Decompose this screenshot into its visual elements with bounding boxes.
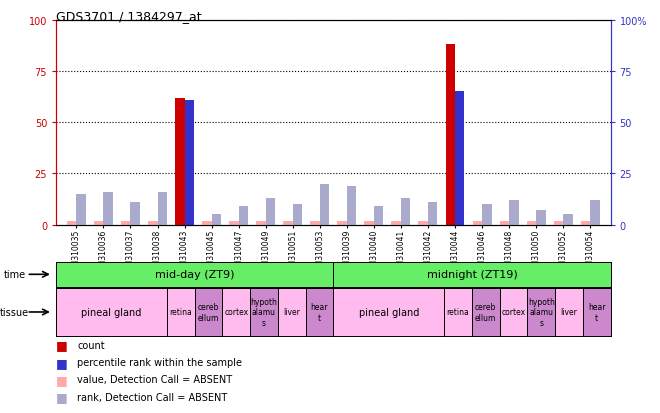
Bar	[536, 211, 546, 225]
Bar	[500, 221, 509, 225]
Bar	[121, 221, 131, 225]
Bar	[337, 221, 346, 225]
Text: cereb
ellum: cereb ellum	[198, 303, 219, 322]
Bar	[283, 221, 293, 225]
Text: liver: liver	[560, 308, 578, 317]
Bar	[509, 201, 519, 225]
Bar	[527, 221, 536, 225]
Text: cortex: cortex	[224, 308, 248, 317]
Text: hear
t: hear t	[311, 303, 328, 322]
Bar	[455, 92, 465, 225]
Text: cortex: cortex	[502, 308, 525, 317]
Text: count: count	[77, 340, 105, 350]
Bar	[229, 221, 239, 225]
Bar	[185, 100, 194, 225]
Text: time: time	[3, 270, 26, 280]
Text: retina: retina	[447, 308, 469, 317]
Bar	[374, 206, 383, 225]
Text: retina: retina	[170, 308, 192, 317]
Text: mid-day (ZT9): mid-day (ZT9)	[155, 270, 234, 280]
Bar	[590, 201, 600, 225]
Text: ■: ■	[56, 390, 68, 404]
Text: GDS3701 / 1384297_at: GDS3701 / 1384297_at	[56, 10, 202, 23]
Bar	[131, 203, 140, 225]
Bar	[202, 221, 212, 225]
Bar	[320, 184, 329, 225]
Bar	[67, 221, 77, 225]
Bar	[239, 206, 248, 225]
Bar	[148, 221, 158, 225]
Text: liver: liver	[283, 308, 300, 317]
Bar	[104, 192, 113, 225]
Bar	[158, 192, 167, 225]
Bar	[256, 221, 266, 225]
Bar	[391, 221, 401, 225]
Bar	[563, 215, 573, 225]
Text: hear
t: hear t	[588, 303, 605, 322]
Bar	[77, 195, 86, 225]
Bar	[175, 98, 185, 225]
Text: ■: ■	[56, 338, 68, 351]
Text: tissue: tissue	[0, 307, 29, 317]
Bar	[482, 205, 492, 225]
Bar	[401, 199, 411, 225]
Text: hypoth
alamu
s: hypoth alamu s	[251, 297, 277, 327]
Text: ■: ■	[56, 356, 68, 369]
Bar	[428, 203, 438, 225]
Bar	[266, 199, 275, 225]
Text: ■: ■	[56, 373, 68, 386]
Text: pineal gland: pineal gland	[358, 307, 419, 317]
Bar	[364, 221, 374, 225]
Bar	[473, 221, 482, 225]
Bar	[446, 45, 455, 225]
Bar	[346, 186, 356, 225]
Bar	[94, 221, 104, 225]
Text: rank, Detection Call = ABSENT: rank, Detection Call = ABSENT	[77, 392, 228, 402]
Text: hypoth
alamu
s: hypoth alamu s	[528, 297, 554, 327]
Bar	[310, 221, 320, 225]
Text: midnight (ZT19): midnight (ZT19)	[426, 270, 517, 280]
Bar	[418, 221, 428, 225]
Bar	[581, 221, 590, 225]
Text: cereb
ellum: cereb ellum	[475, 303, 496, 322]
Bar	[554, 221, 563, 225]
Bar	[212, 215, 221, 225]
Text: percentile rank within the sample: percentile rank within the sample	[77, 357, 242, 367]
Bar	[293, 205, 302, 225]
Text: value, Detection Call = ABSENT: value, Detection Call = ABSENT	[77, 375, 232, 385]
Text: pineal gland: pineal gland	[81, 307, 142, 317]
